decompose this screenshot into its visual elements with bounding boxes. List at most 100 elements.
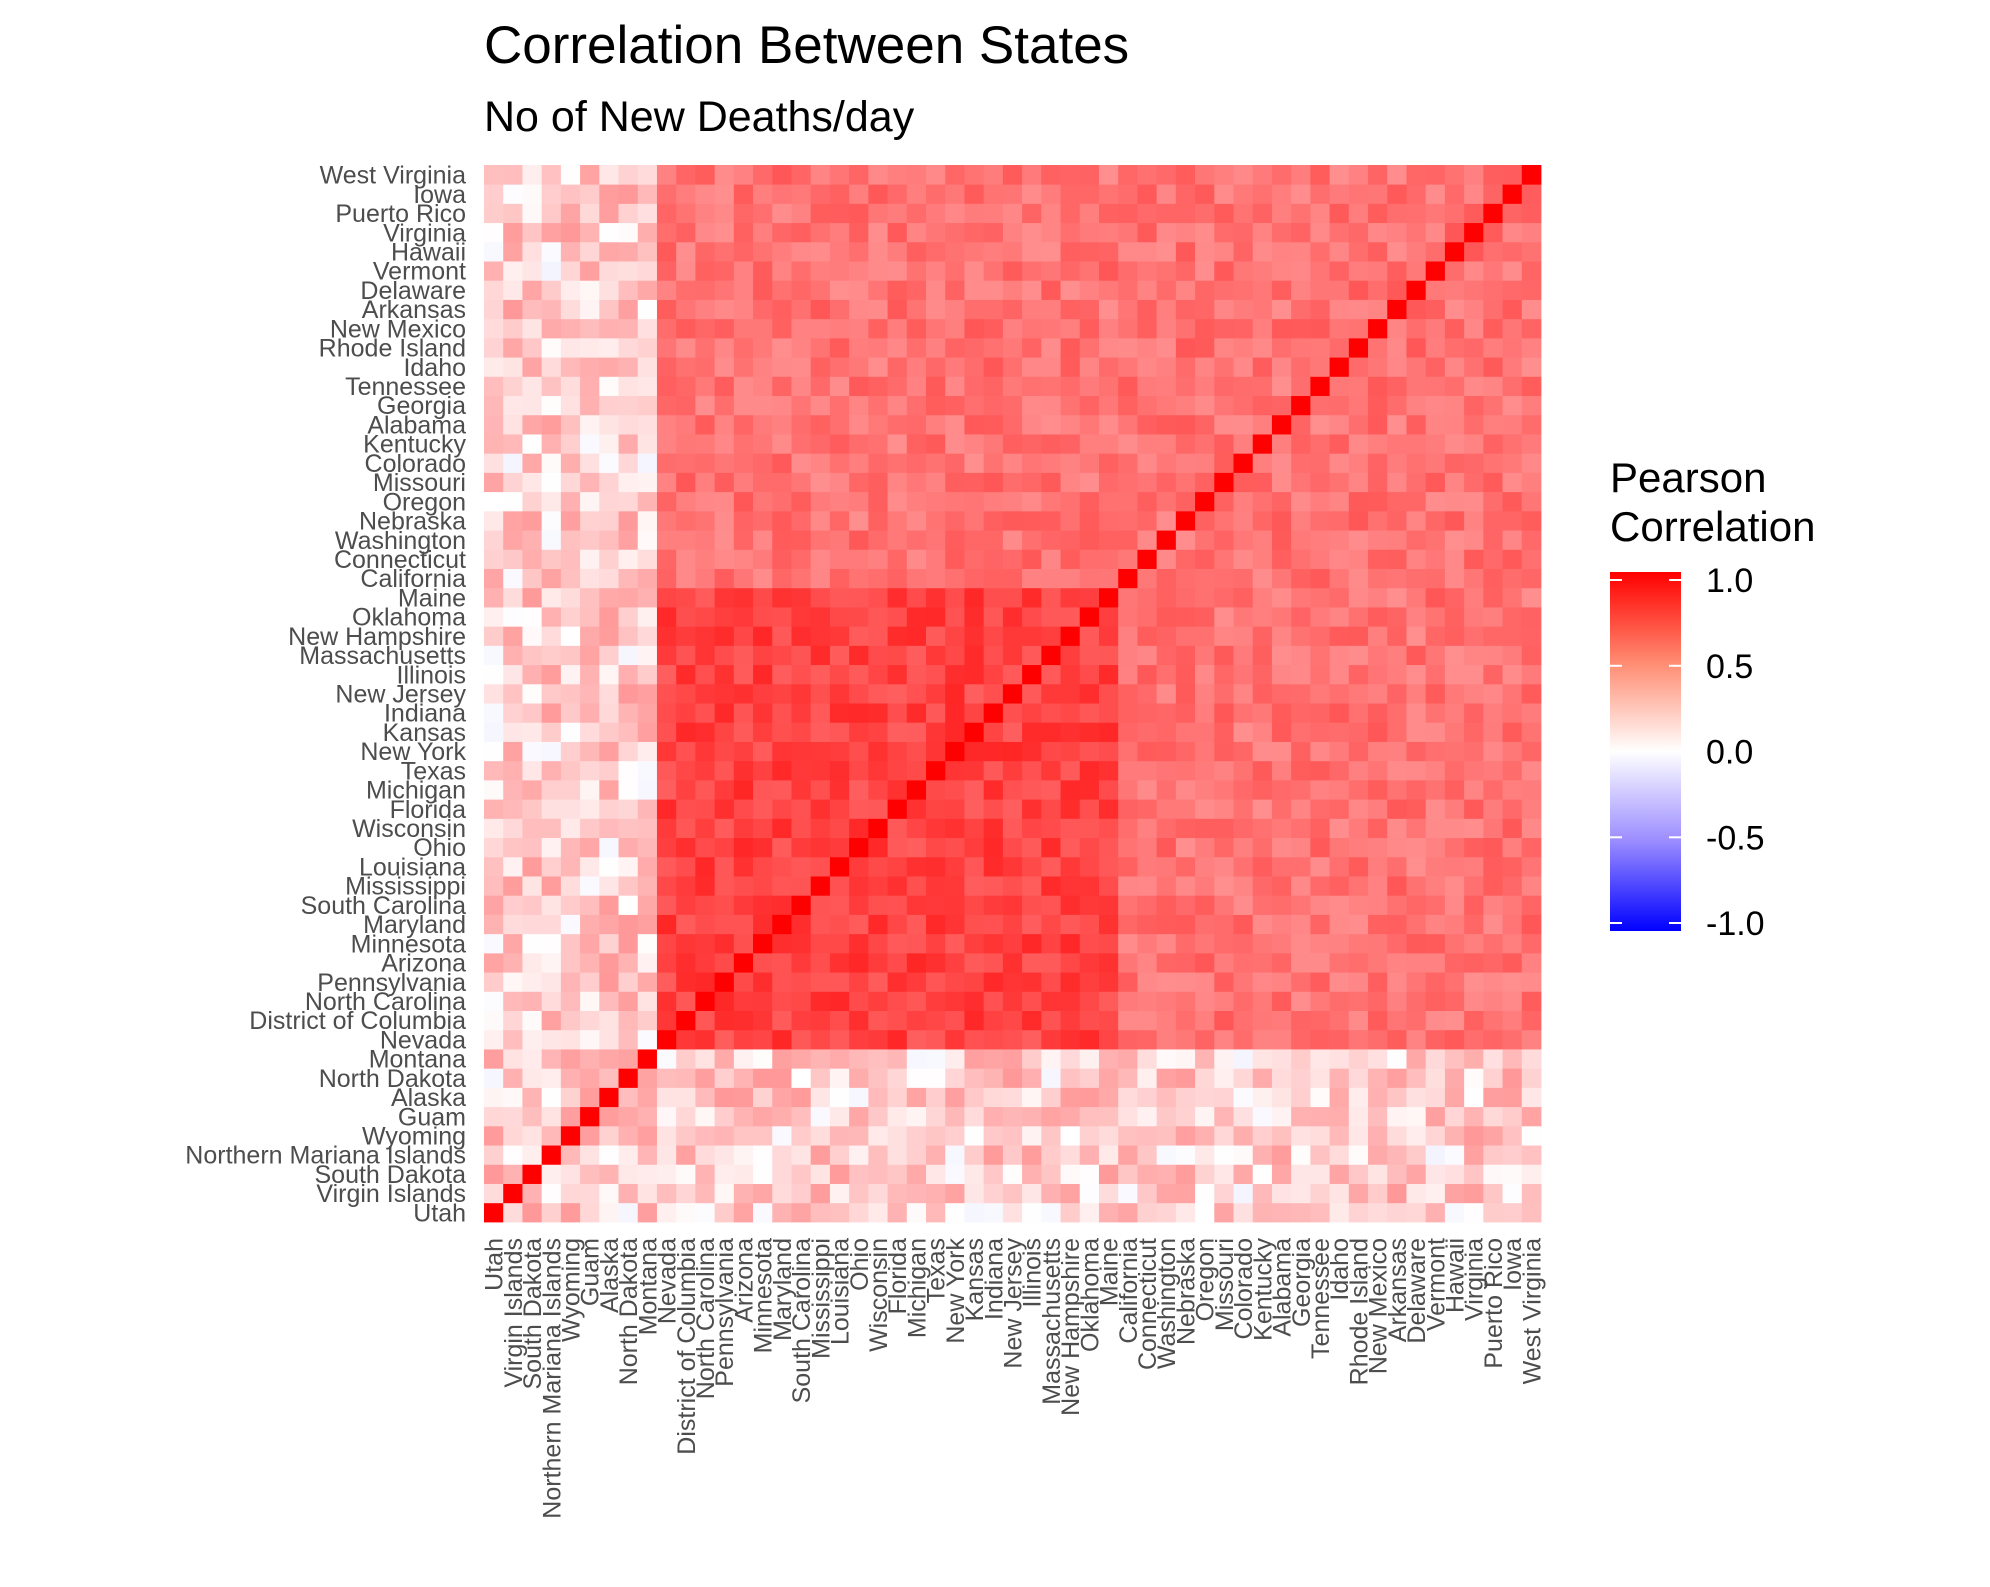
heatmap-cell <box>656 337 677 358</box>
heatmap-cell <box>1329 799 1350 819</box>
heatmap-cell <box>1214 1183 1234 1204</box>
heatmap-cell <box>1387 664 1407 685</box>
heatmap-cell <box>1271 510 1292 531</box>
heatmap-cell <box>945 491 965 512</box>
heatmap-cell <box>964 779 985 800</box>
heatmap-cell <box>791 395 812 416</box>
heatmap-cell <box>599 184 619 204</box>
heatmap-cell <box>1137 895 1158 915</box>
heatmap-cell <box>1022 549 1042 569</box>
heatmap-cell <box>829 222 850 243</box>
heatmap-cell <box>1195 664 1215 685</box>
heatmap-cell <box>810 991 831 1011</box>
heatmap-cell <box>1368 453 1388 473</box>
heatmap-cell <box>733 1029 754 1050</box>
heatmap-cell <box>560 337 581 358</box>
heatmap-cell <box>772 453 792 473</box>
heatmap-cell <box>887 741 908 762</box>
heatmap-cell <box>656 1010 677 1031</box>
heatmap-cell <box>1175 1106 1196 1127</box>
heatmap-cell <box>1195 510 1215 531</box>
heatmap-cell <box>733 664 754 685</box>
heatmap-cell <box>1022 895 1042 915</box>
heatmap-cell <box>1502 280 1523 300</box>
heatmap-cell <box>887 434 908 454</box>
heatmap-cell <box>1310 568 1330 589</box>
heatmap-cell <box>1041 1125 1061 1146</box>
heatmap-cell <box>945 357 965 377</box>
heatmap-cell <box>1252 818 1273 839</box>
heatmap-cell <box>1098 664 1119 685</box>
heatmap-cell <box>1175 972 1196 992</box>
heatmap-cell <box>599 799 619 819</box>
heatmap-cell <box>829 568 850 589</box>
heatmap-cell <box>580 1087 600 1108</box>
heatmap-cell <box>1060 337 1081 358</box>
heatmap-cell <box>1368 626 1388 646</box>
heatmap-cell <box>656 453 677 473</box>
heatmap-cell <box>887 299 908 320</box>
heatmap-cell <box>1368 1029 1388 1050</box>
heatmap-cell <box>1348 703 1369 723</box>
heatmap-cell <box>1156 914 1177 935</box>
heatmap-cell <box>1175 683 1196 704</box>
heatmap-cell <box>733 280 754 300</box>
heatmap-cell <box>1252 1106 1273 1127</box>
heatmap-cell <box>599 587 619 608</box>
heatmap-cell <box>983 414 1004 435</box>
heatmap-cell <box>1425 1029 1446 1050</box>
heatmap-cell <box>1502 760 1523 781</box>
heatmap-cell <box>1098 876 1119 896</box>
heatmap-cell <box>560 453 581 473</box>
heatmap-cell <box>1368 1125 1388 1146</box>
heatmap-cell <box>1156 203 1177 224</box>
heatmap-cell <box>983 434 1004 454</box>
heatmap-cell <box>1252 645 1273 666</box>
heatmap-cell <box>656 1106 677 1127</box>
heatmap-cell <box>887 799 908 819</box>
heatmap-cell <box>1348 760 1369 781</box>
x-tick-label: South Dakota <box>519 1238 547 1390</box>
heatmap-cell <box>1291 799 1311 819</box>
heatmap-cell <box>522 760 543 781</box>
heatmap-cell <box>1214 453 1234 473</box>
heatmap-cell <box>1502 664 1523 685</box>
heatmap-cell <box>1022 203 1042 224</box>
heatmap-cell <box>1118 318 1138 339</box>
heatmap-cell <box>522 491 543 512</box>
heatmap-cell <box>1060 1164 1081 1184</box>
heatmap-cell <box>1348 799 1369 819</box>
heatmap-cell <box>810 818 831 839</box>
heatmap-cell <box>1368 1202 1388 1223</box>
heatmap-cell <box>810 222 831 243</box>
heatmap-cell <box>695 1106 716 1127</box>
heatmap-cell <box>753 510 773 531</box>
heatmap-cell <box>1041 549 1061 569</box>
heatmap-cell <box>1329 434 1350 454</box>
y-tick-label: Alaska <box>391 1084 466 1112</box>
heatmap-cell <box>1406 799 1427 819</box>
heatmap-cell <box>906 645 927 666</box>
heatmap-cell <box>560 530 581 550</box>
heatmap-cell <box>599 1183 619 1204</box>
heatmap-cell <box>1444 1183 1465 1204</box>
heatmap-cell <box>1502 1068 1523 1088</box>
heatmap-cell <box>637 1010 658 1031</box>
heatmap-cell <box>887 376 908 397</box>
heatmap-cell <box>1348 261 1369 281</box>
heatmap-cell <box>1444 741 1465 762</box>
heatmap-cell <box>964 876 985 896</box>
heatmap-cell <box>1387 799 1407 819</box>
heatmap-cell <box>791 1049 812 1069</box>
heatmap-cell <box>1387 376 1407 397</box>
heatmap-cell <box>580 991 600 1011</box>
heatmap-cell <box>1079 337 1100 358</box>
x-tick-label: Tennessee <box>1307 1238 1335 1359</box>
heatmap-cell <box>1425 261 1446 281</box>
heatmap-cell <box>1118 779 1138 800</box>
heatmap-cell <box>733 1164 754 1184</box>
heatmap-cell <box>1271 722 1292 742</box>
heatmap-cell <box>695 395 716 416</box>
heatmap-cell <box>1271 837 1292 858</box>
heatmap-cell <box>1156 222 1177 243</box>
